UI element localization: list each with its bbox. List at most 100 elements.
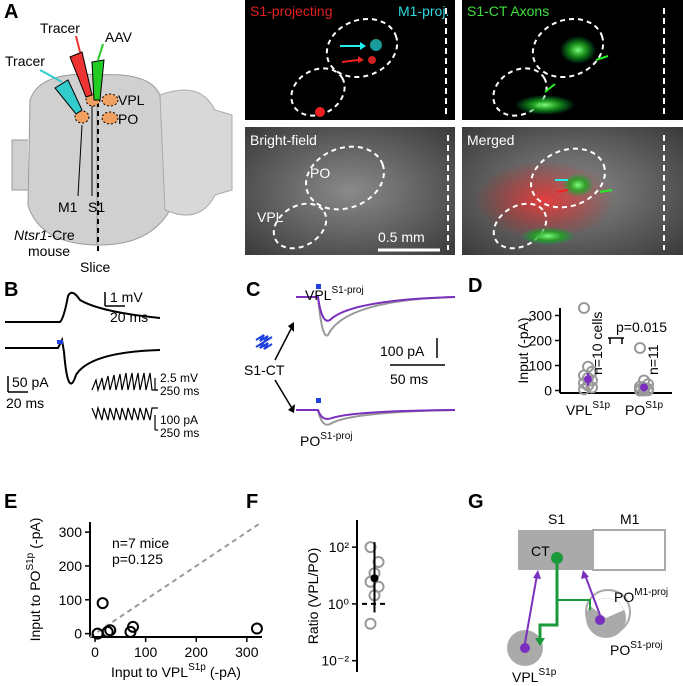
label: PO xyxy=(300,433,320,449)
label: Ntsr1 xyxy=(14,227,47,243)
data-point xyxy=(364,617,377,630)
scale-label: 1 mV xyxy=(110,289,143,305)
y-tick-label: 100 xyxy=(529,358,553,374)
data-point xyxy=(104,624,117,637)
image-label: VPL xyxy=(257,209,284,225)
y-tick-label: 0 xyxy=(74,626,82,642)
data-point xyxy=(634,342,646,354)
label: VPL xyxy=(118,92,145,108)
image-merged xyxy=(462,127,683,255)
data-point xyxy=(250,622,263,635)
axis-label: Ratio (VPL/PO) xyxy=(305,548,321,644)
y-tick-label: 200 xyxy=(529,333,553,349)
image-red-cyan xyxy=(245,0,455,120)
x-tick-label: 100 xyxy=(134,644,158,660)
y-tick-label: 10⁻² xyxy=(321,653,349,669)
axis-label: Input to POS1p (-pA) xyxy=(25,518,43,642)
label: Tracer xyxy=(40,20,80,36)
data-point xyxy=(586,381,598,394)
x-tick-label: S1p xyxy=(645,400,663,411)
label: PO xyxy=(614,589,634,605)
scale-label: 2.5 mV xyxy=(160,371,198,385)
label: CT xyxy=(531,543,550,559)
significance-bracket xyxy=(608,337,624,344)
label: S1-proj xyxy=(331,285,363,296)
mean-point xyxy=(584,375,592,384)
panel-label: B xyxy=(4,279,18,301)
scale-label: 250 ms xyxy=(160,384,199,398)
scale-label: 0.5 mm xyxy=(378,229,425,245)
data-point xyxy=(578,383,590,396)
axis-label: Input to VPL xyxy=(111,664,188,680)
axis-label: (-pA) xyxy=(27,518,43,549)
brain-drawing xyxy=(11,35,233,255)
scale-label: 100 pA xyxy=(380,343,425,359)
scale-label: 50 pA xyxy=(12,374,49,390)
panel-label: G xyxy=(468,491,484,513)
mean-point xyxy=(370,574,379,583)
x-tick-label: VPL xyxy=(566,402,593,418)
trace-label: POS1-proj xyxy=(300,431,352,449)
label: Tracer xyxy=(5,53,45,69)
label: VPL xyxy=(305,287,332,303)
label: mouse xyxy=(28,243,70,259)
image-label: S1-CT Axons xyxy=(467,3,549,19)
panel-label: F xyxy=(246,491,258,513)
traces xyxy=(255,296,456,426)
label: S1-CT xyxy=(244,362,285,378)
scale-label: 20 ms xyxy=(110,309,148,325)
label: S1p xyxy=(538,667,556,678)
y-tick-label: 200 xyxy=(59,558,83,574)
annotation: n=10 cells xyxy=(589,312,605,375)
scale-label: 250 ms xyxy=(160,426,199,440)
scale-label: 100 pA xyxy=(160,413,198,427)
x-tick-label: PO xyxy=(625,402,645,418)
data-point xyxy=(578,302,590,314)
x-tick-label: 200 xyxy=(185,644,209,660)
label: PO xyxy=(118,111,138,127)
axis-label: Ratio (VPL/PO) xyxy=(305,548,321,644)
unity-line xyxy=(89,521,263,638)
stim-mark xyxy=(57,340,63,344)
image-label: M1-proj. xyxy=(398,3,449,19)
axis-label: Input (-pA) xyxy=(515,317,531,383)
scale-label: 50 ms xyxy=(390,371,428,387)
image-bright-field xyxy=(245,127,455,255)
axis-label: S1p xyxy=(25,552,36,570)
label: POS1-proj xyxy=(610,640,662,658)
panel-label: D xyxy=(468,275,482,297)
annotation: p=0.125 xyxy=(112,551,163,567)
stim-mark xyxy=(316,398,321,403)
label: PO xyxy=(610,642,630,658)
label: VPLS1p xyxy=(512,667,557,685)
image-label: Merged xyxy=(467,132,514,148)
data-point xyxy=(96,597,109,610)
image-label: Bright-field xyxy=(250,132,317,148)
annotation: p=0.015 xyxy=(616,319,667,335)
trace-label: VPLS1-proj xyxy=(305,285,364,303)
x-tick-label: VPLS1p xyxy=(566,400,611,418)
x-tick-label: POS1p xyxy=(625,400,663,418)
x-tick-label: 0 xyxy=(91,644,99,660)
label: S1-proj xyxy=(630,640,662,651)
label: S1 xyxy=(548,511,565,527)
annotation: n=11 xyxy=(645,344,661,375)
scale-label: 20 ms xyxy=(6,395,44,411)
label: S1 xyxy=(88,199,105,215)
image-green xyxy=(462,0,683,120)
panel-label: C xyxy=(246,279,260,301)
data-point xyxy=(127,620,139,633)
label: Ntsr1-Cre xyxy=(14,227,75,243)
image-label: S1-projecting xyxy=(250,3,333,19)
x-tick-label: S1p xyxy=(592,400,610,411)
x-tick-label: 300 xyxy=(235,644,259,660)
circuit-diagram xyxy=(507,529,666,666)
traces xyxy=(5,291,161,431)
y-tick-label: 300 xyxy=(529,308,553,324)
y-tick-label: 0 xyxy=(544,383,552,399)
mean-point xyxy=(640,383,648,392)
y-tick-label: 10² xyxy=(329,539,350,555)
label: VPL xyxy=(512,669,539,685)
axis-label: Input to VPLS1p (-pA) xyxy=(111,662,241,680)
